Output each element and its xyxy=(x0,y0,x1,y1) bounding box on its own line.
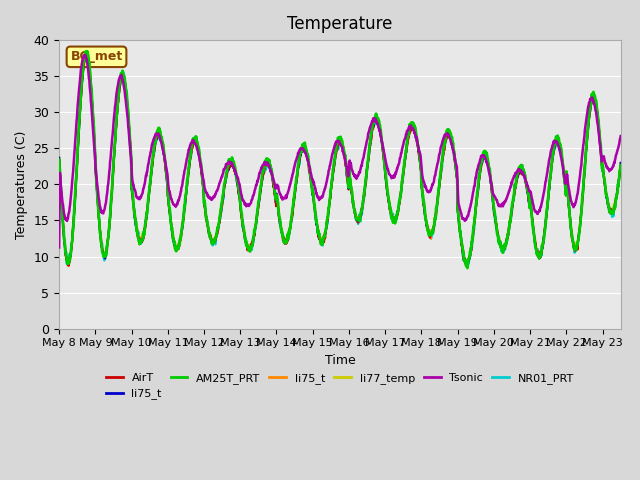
X-axis label: Time: Time xyxy=(324,354,355,367)
Legend: AirT, li75_t, AM25T_PRT, li75_t, li77_temp, Tsonic, NR01_PRT: AirT, li75_t, AM25T_PRT, li75_t, li77_te… xyxy=(101,369,579,404)
Y-axis label: Temperatures (C): Temperatures (C) xyxy=(15,130,28,239)
Title: Temperature: Temperature xyxy=(287,15,392,33)
Text: BC_met: BC_met xyxy=(70,50,123,63)
